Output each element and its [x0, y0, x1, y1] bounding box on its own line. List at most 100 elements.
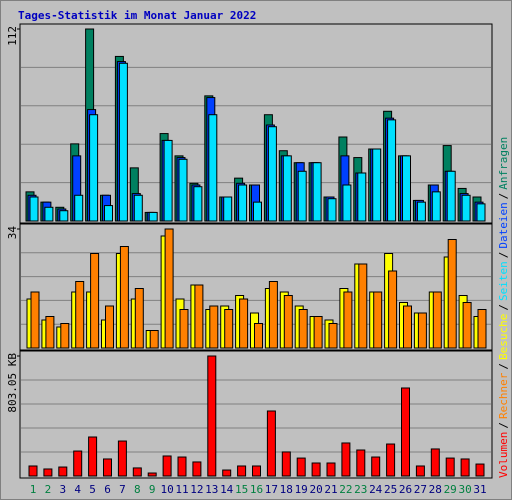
bar — [371, 456, 381, 477]
bar — [461, 194, 471, 222]
bar — [476, 203, 486, 222]
legend-separator: / — [497, 304, 510, 311]
bar — [358, 263, 368, 349]
legend: VolumenVolumen/RechnerRechner/BesucheBes… — [497, 137, 510, 478]
bar — [117, 440, 127, 477]
x-tick-label: 20 — [309, 483, 322, 496]
x-tick-label: 19 — [295, 483, 308, 496]
bar — [239, 298, 249, 349]
x-tick-label: 23 — [354, 483, 367, 496]
x-tick-label: 7 — [119, 483, 126, 496]
bar — [311, 462, 321, 477]
bar — [45, 316, 55, 349]
x-tick-label: 10 — [160, 483, 173, 496]
legend-separator: / — [497, 363, 510, 370]
bar — [224, 309, 234, 349]
bar — [298, 309, 308, 349]
bar — [74, 194, 84, 222]
bar — [327, 198, 337, 222]
bar — [475, 463, 485, 477]
x-tick-label: 5 — [89, 483, 96, 496]
bar — [105, 305, 114, 349]
bar — [209, 305, 219, 349]
bar — [415, 465, 425, 477]
x-tick-label: 30 — [458, 483, 471, 496]
bar — [403, 305, 412, 349]
bar — [447, 239, 457, 349]
bar — [193, 186, 203, 222]
x-tick-label: 28 — [429, 483, 442, 496]
bar — [446, 170, 456, 222]
bar — [445, 457, 455, 477]
bar — [162, 455, 172, 477]
bar — [283, 295, 293, 349]
bar — [223, 196, 233, 222]
bar — [178, 158, 188, 222]
bar — [134, 288, 144, 349]
bar — [387, 119, 397, 222]
bar — [266, 410, 276, 477]
bar — [296, 457, 306, 477]
bar — [44, 206, 54, 222]
bar — [253, 201, 262, 222]
bar — [416, 201, 426, 222]
bar — [343, 291, 353, 349]
bar — [147, 472, 157, 477]
bar — [28, 465, 38, 477]
legend-entry: Anfragen — [497, 137, 510, 190]
bar — [103, 458, 112, 477]
bar — [267, 126, 277, 222]
bar — [268, 281, 278, 349]
bar — [326, 462, 336, 477]
bar — [281, 451, 291, 477]
bar — [148, 211, 158, 222]
bar — [312, 162, 322, 222]
bar — [164, 228, 174, 349]
bar — [388, 270, 398, 349]
x-tick-label: 14 — [220, 483, 234, 496]
bar — [29, 196, 39, 222]
legend-separator: / — [497, 252, 510, 259]
x-tick-label: 17 — [265, 483, 278, 496]
bar — [179, 309, 189, 349]
legend-separator: / — [497, 193, 510, 200]
bar — [282, 155, 292, 222]
bar — [58, 466, 68, 477]
bar — [207, 355, 217, 477]
bar — [430, 448, 440, 477]
legend-entry: Rechner — [497, 372, 510, 419]
x-tick-label: 12 — [190, 483, 203, 496]
bar — [119, 246, 129, 349]
x-tick-label: 1 — [30, 483, 37, 496]
bar — [328, 323, 338, 349]
bar — [297, 170, 307, 222]
y-tick-label: 34 — [6, 226, 19, 240]
legend-entry: Seiten — [497, 261, 510, 301]
bar — [89, 114, 99, 222]
bar — [194, 284, 204, 349]
bar — [356, 449, 366, 477]
bar — [417, 312, 427, 349]
x-tick-label: 4 — [74, 483, 81, 496]
bar — [252, 465, 261, 477]
legend-separator: / — [497, 422, 510, 429]
x-tick-label: 29 — [444, 483, 457, 496]
bar — [43, 468, 53, 477]
bar — [118, 62, 128, 222]
bar — [104, 205, 113, 222]
x-tick-label: 13 — [205, 483, 218, 496]
bar — [133, 194, 143, 222]
bar — [88, 436, 98, 477]
bar — [73, 450, 83, 477]
bar — [372, 148, 382, 222]
bar — [386, 443, 396, 477]
bar — [75, 281, 85, 349]
legend-entry: Besuche — [497, 314, 510, 360]
x-tick-label: 22 — [339, 483, 352, 496]
bar — [477, 309, 487, 349]
bar — [149, 330, 159, 349]
bar — [132, 467, 142, 477]
bar — [402, 155, 411, 222]
bar — [177, 456, 187, 477]
